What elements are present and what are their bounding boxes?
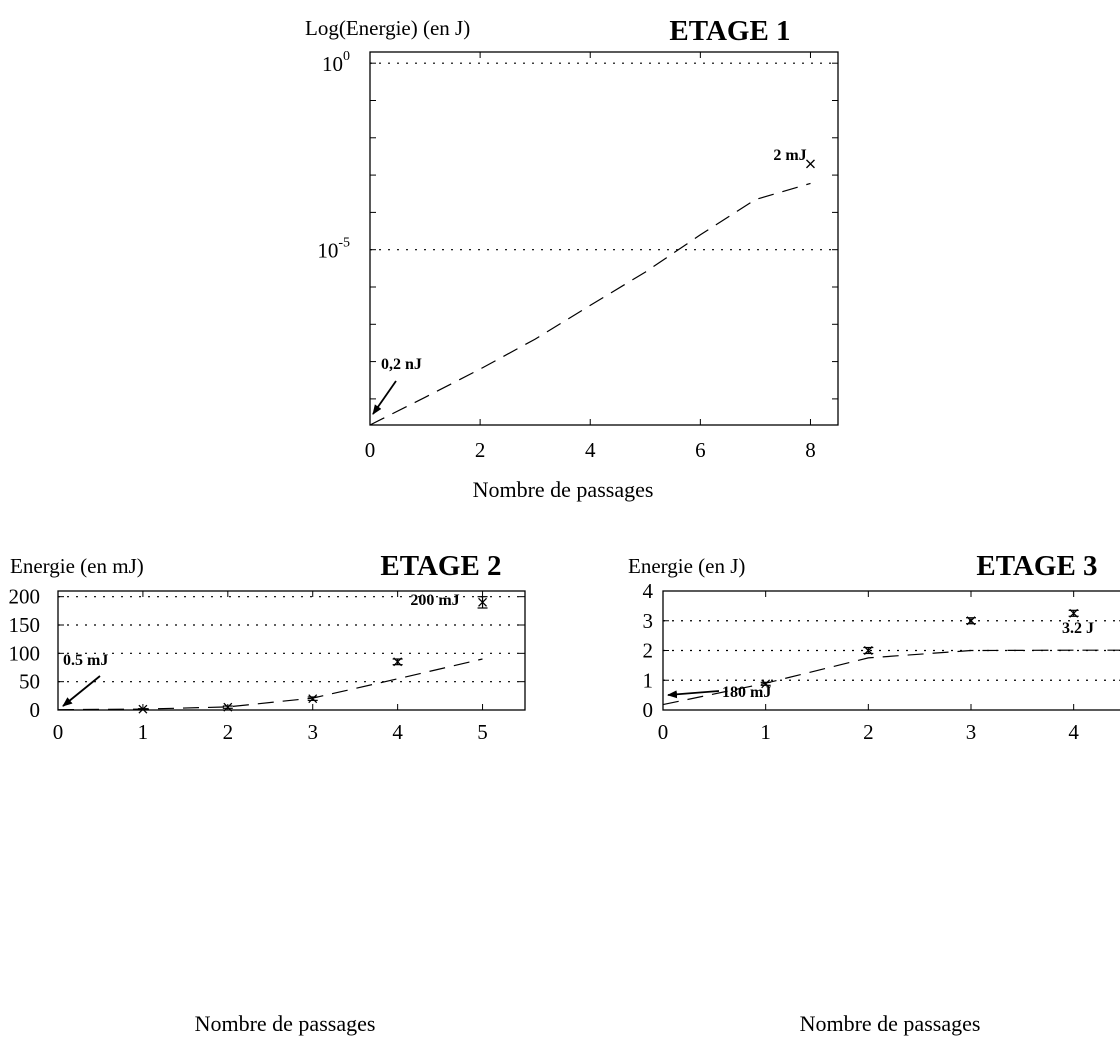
model-curve	[57, 658, 483, 711]
x-tick-label: 1	[138, 720, 149, 744]
x-tick-label: 2	[223, 720, 234, 744]
x-tick-label: 0	[658, 720, 669, 744]
y-tick-label: 100	[322, 49, 350, 76]
y-tick-label: 1	[643, 668, 654, 692]
x-tick-label: 4	[392, 720, 403, 744]
x-axis-label: Nombre de passages	[800, 1011, 981, 1036]
x-tick-label: 1	[760, 720, 771, 744]
chart-title: ETAGE 2	[380, 550, 501, 582]
y-tick-base: 10	[322, 52, 343, 76]
y-tick-label: 3	[643, 609, 654, 633]
x-axis-label: Nombre de passages	[473, 477, 654, 502]
y-tick-label: 0	[30, 698, 41, 722]
plot-frame	[369, 51, 839, 426]
annotation-label: 2 mJ	[773, 147, 806, 164]
data-point-marker	[138, 704, 148, 714]
annotation-label: 0,2 nJ	[381, 356, 422, 373]
annotation-label: 200 mJ	[410, 592, 459, 609]
x-tick-label: 6	[695, 438, 706, 462]
y-tick-label: 150	[9, 613, 41, 637]
data-point-marker	[1069, 608, 1079, 618]
data-point-marker	[478, 597, 488, 607]
y-axis-label: Energie (en mJ)	[10, 554, 144, 578]
annotation-arrow	[667, 690, 720, 699]
y-tick-exponent: -5	[338, 236, 350, 251]
chart-etage-3: 0 1 2 3 4 0 1 2 3 4 ETAGE 3 Energie (en J) Nombre de…	[628, 550, 1120, 1036]
y-tick-label: 50	[19, 670, 40, 694]
y-tick-base: 10	[317, 239, 338, 263]
annotation-label: 3.2 J	[1062, 620, 1094, 637]
x-axis-label: Nombre de passages	[195, 1011, 376, 1036]
x-tick-label: 3	[966, 720, 977, 744]
chart-title: ETAGE 3	[976, 550, 1097, 582]
y-axis-label: Energie (en J)	[628, 554, 745, 578]
x-tick-label: 8	[805, 438, 816, 462]
plot-frame	[57, 590, 526, 711]
chart-title: ETAGE 1	[669, 15, 790, 47]
annotation-arrow	[62, 675, 101, 707]
annotation-arrow	[372, 380, 397, 415]
data-point-marker	[308, 694, 318, 704]
annotation-label: 0.5 mJ	[63, 652, 108, 669]
x-tick-label: 4	[585, 438, 596, 462]
x-tick-label: 0	[365, 438, 376, 462]
data-point-marker	[393, 657, 403, 667]
y-tick-label: 0	[643, 698, 654, 722]
y-tick-label: 10-5	[317, 236, 350, 263]
y-axis-label: Log(Energie) (en J)	[305, 16, 470, 40]
model-curve	[662, 649, 1120, 706]
data-point-marker	[966, 616, 976, 626]
x-tick-label: 5	[477, 720, 488, 744]
y-tick-label: 100	[9, 641, 41, 665]
data-point-marker	[223, 702, 233, 712]
x-tick-label: 3	[307, 720, 318, 744]
y-tick-label: 2	[643, 639, 654, 663]
data-point-marker	[761, 679, 771, 689]
x-tick-label: 0	[53, 720, 64, 744]
x-tick-label: 2	[475, 438, 486, 462]
data-point-marker	[863, 646, 873, 655]
y-tick-label: 200	[9, 585, 41, 609]
x-tick-label: 2	[863, 720, 874, 744]
y-tick-exponent: 0	[343, 49, 350, 64]
y-tick-label: 4	[643, 579, 654, 603]
model-curve	[369, 182, 811, 426]
x-tick-label: 4	[1068, 720, 1079, 744]
data-point-marker	[806, 159, 815, 169]
annotation-label: 180 mJ	[722, 684, 771, 701]
